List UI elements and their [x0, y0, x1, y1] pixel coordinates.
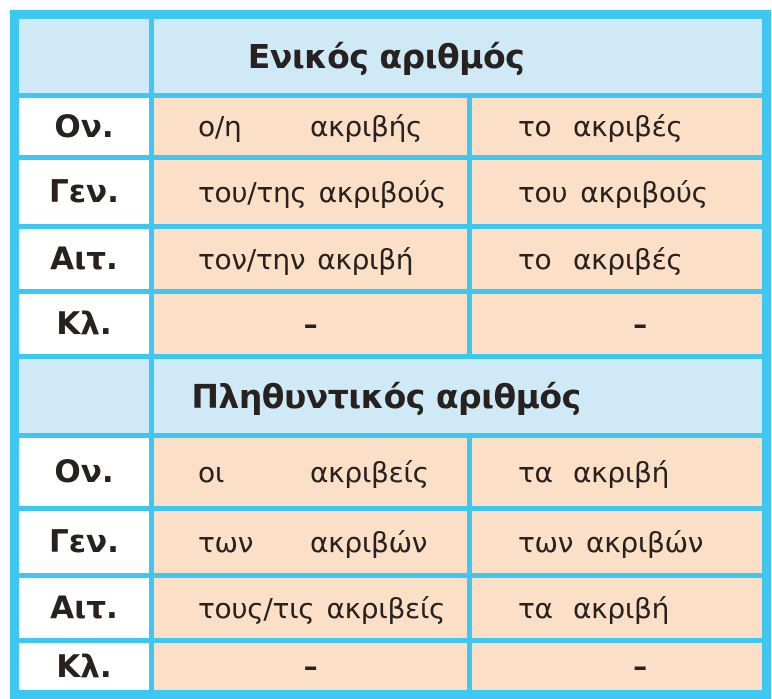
article-text: το: [518, 242, 552, 276]
form-text: ακριβών: [586, 525, 704, 559]
section-header-plural: Πληθυντικός αριθμός: [154, 359, 762, 433]
section-header-singular: Ενικός αριθμός: [154, 19, 762, 93]
cell-sg-n-accusative: το ακριβές: [472, 229, 762, 289]
form-text: ακριβούς: [580, 175, 708, 209]
article-text: οι: [198, 455, 225, 489]
dash: –: [303, 307, 318, 341]
article-text: των: [198, 525, 254, 559]
cell-pl-mf-accusative: τους/τις ακριβείς: [154, 578, 467, 638]
case-label-accusative: Αιτ.: [19, 578, 149, 638]
form-text: ακριβή: [317, 242, 414, 276]
table-row: Γεν. των ακριβών των ακριβών: [19, 511, 762, 573]
article-text: του: [518, 175, 568, 209]
article-text: του/της: [198, 175, 307, 209]
section-header-row-singular: Ενικός αριθμός: [19, 19, 762, 93]
cell-pl-mf-nominative: οι ακριβείς: [154, 438, 467, 506]
form-text: ακριβή: [573, 455, 670, 489]
form-text: ακριβείς: [310, 455, 429, 489]
cell-pl-n-accusative: τα ακριβή: [472, 578, 762, 638]
table-row: Αιτ. τον/την ακριβή το ακριβές: [19, 229, 762, 289]
article-text: των: [518, 525, 574, 559]
declension-table: Ενικός αριθμός Ον. ο/η ακριβής το ακριβέ…: [10, 10, 771, 699]
cell-sg-n-vocative: –: [472, 294, 762, 354]
cell-pl-n-vocative: –: [472, 643, 762, 690]
dash: –: [633, 307, 647, 341]
article-text: τα: [518, 591, 553, 625]
table-row: Γεν. του/της ακριβούς του ακριβούς: [19, 160, 762, 224]
form-text: ακριβείς: [326, 591, 446, 625]
case-label-genitive: Γεν.: [19, 160, 149, 224]
form-text: ακριβών: [310, 525, 428, 559]
table-row: Κλ. – –: [19, 294, 762, 354]
article-text: ο/η: [198, 110, 242, 143]
article-text: τους/τις: [198, 591, 315, 625]
form-text: ακριβές: [573, 242, 683, 276]
cell-sg-mf-genitive: του/της ακριβούς: [154, 160, 467, 224]
case-label-nominative: Ον.: [19, 438, 149, 506]
form-text: ακριβή: [573, 591, 670, 625]
cell-sg-n-genitive: του ακριβούς: [472, 160, 762, 224]
case-label-genitive: Γεν.: [19, 511, 149, 573]
cell-pl-n-genitive: των ακριβών: [472, 511, 762, 573]
cell-pl-mf-genitive: των ακριβών: [154, 511, 467, 573]
article-text: τα: [518, 455, 553, 489]
article-text: το: [518, 110, 552, 143]
article-text: τον/την: [198, 242, 306, 276]
form-text: ακριβές: [573, 110, 683, 143]
corner-cell: [19, 359, 149, 433]
cell-sg-mf-nominative: ο/η ακριβής: [154, 98, 467, 155]
cell-pl-mf-vocative: –: [154, 643, 467, 690]
table-row: Ον. οι ακριβείς τα ακριβή: [19, 438, 762, 506]
case-label-vocative: Κλ.: [19, 294, 149, 354]
cell-pl-n-nominative: τα ακριβή: [472, 438, 762, 506]
table-row: Αιτ. τους/τις ακριβείς τα ακριβή: [19, 578, 762, 638]
case-label-accusative: Αιτ.: [19, 229, 149, 289]
cell-sg-mf-vocative: –: [154, 294, 467, 354]
table-row: Κλ. – –: [19, 643, 762, 690]
case-label-nominative: Ον.: [19, 98, 149, 155]
cell-sg-n-nominative: το ακριβές: [472, 98, 762, 155]
form-text: ακριβούς: [318, 175, 447, 209]
case-label-vocative: Κλ.: [19, 643, 149, 690]
dash: –: [633, 650, 647, 683]
dash: –: [303, 650, 318, 683]
corner-cell: [19, 19, 149, 93]
section-header-row-plural: Πληθυντικός αριθμός: [19, 359, 762, 433]
cell-sg-mf-accusative: τον/την ακριβή: [154, 229, 467, 289]
table-row: Ον. ο/η ακριβής το ακριβές: [19, 98, 762, 155]
form-text: ακριβής: [310, 110, 423, 143]
